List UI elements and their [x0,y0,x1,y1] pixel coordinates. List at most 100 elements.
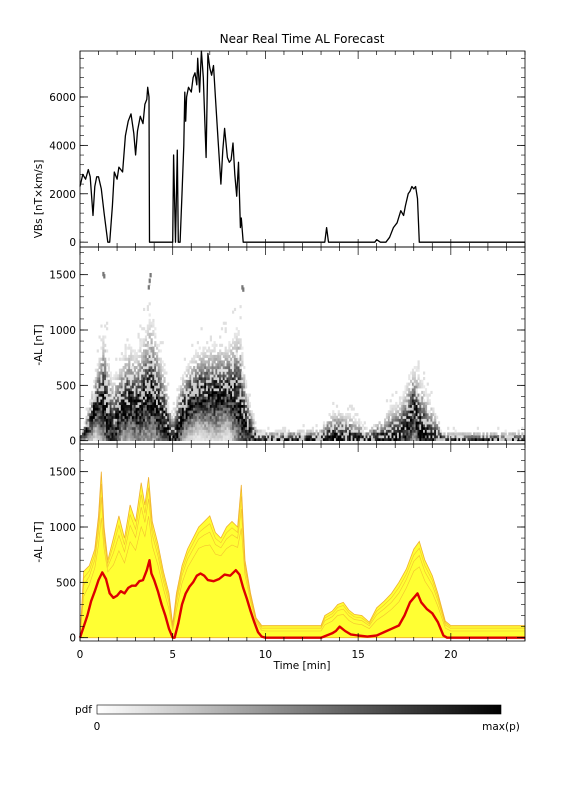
pdf-cell [196,382,199,386]
pdf-cell [202,382,205,386]
pdf-cell [198,363,201,367]
pdf-cell [150,410,153,414]
pdf-cell [243,377,246,381]
pdf-cell [361,432,364,436]
pdf-cell [404,421,407,425]
pdf-cell [226,382,229,386]
pdf-cell [328,413,331,417]
pdf-cell [135,426,138,430]
pdf-cell [423,371,426,375]
pdf-cell [128,418,131,422]
pdf-cell [98,437,101,441]
pdf-cell [410,407,413,411]
pdf-cell [222,435,225,439]
pdf-cell [141,385,144,389]
pdf-cell [215,377,218,381]
pdf-cell [109,418,112,422]
pdf-cell [113,429,116,433]
pdf-cell [141,368,144,372]
pdf-cell [200,399,203,403]
pdf-cell [347,429,350,433]
pdf-cell [230,379,233,383]
pdf-cell [144,338,148,342]
pdf-cell [284,429,287,433]
pdf-cell [185,410,188,414]
pdf-cell [504,437,507,441]
pdf-cell [206,429,209,433]
pdf-cell [144,366,148,370]
pdf-cell [98,424,101,428]
pdf-cell [233,379,237,383]
pdf-cell [439,432,442,436]
pdf-cell [232,437,235,441]
pdf-cell [334,424,337,428]
pdf-cell [246,429,250,433]
pdf-cell [113,396,116,400]
pdf-cell [141,429,144,433]
pdf-cell [176,418,179,422]
pdf-cell [154,388,157,392]
pdf-cell [213,424,216,428]
pdf-cell [102,271,105,277]
pdf-cell [382,435,385,439]
pdf-cell [385,399,389,403]
pdf-cell [143,338,146,342]
pdf-cell [207,388,211,392]
pdf-cell [424,426,428,430]
pdf-cell [421,396,424,400]
pdf-cell [89,435,92,439]
pdf-cell [347,426,350,430]
pdf-cell [410,418,413,422]
pdf-cell [106,404,109,408]
pdf-cell [180,415,183,419]
pdf-cell [104,426,107,430]
pdf-cell [237,338,240,342]
pdf-cell [347,415,350,419]
pdf-cell [237,393,240,397]
pdf-cell [458,437,461,441]
pdf-cell [106,401,109,405]
pdf-cell [326,432,329,436]
pdf-cell [102,357,105,361]
pdf-cell [380,429,383,433]
pdf-cell [204,396,207,400]
pdf-cell [100,424,103,428]
pdf-cell [124,401,127,405]
pdf-cell [415,418,418,422]
pdf-cell [389,435,392,439]
pdf-cell [235,349,238,353]
pdf-cell [499,437,502,441]
pdf-cell [209,357,212,361]
pdf-cell [476,435,479,439]
pdf-cell [137,401,140,405]
pdf-cell [148,390,151,394]
pdf-cell [191,407,194,411]
pdf-cell [169,415,172,419]
pdf-cell [450,432,453,436]
pdf-cell [246,424,250,428]
pdf-cell [137,407,140,411]
pdf-cell [185,424,188,428]
pdf-cell [206,401,209,405]
pdf-cell [417,435,420,439]
pdf-cell [102,360,105,364]
pdf-cell [143,426,146,430]
pdf-cell [193,437,196,441]
pdf-cell [185,399,188,403]
pdf-cell [120,407,123,411]
pdf-cell [478,437,481,441]
pdf-cell [232,382,235,386]
pdf-cell [143,432,146,436]
pdf-cell [185,388,188,392]
pdf-cell [126,404,129,408]
pdf-cell [163,413,166,417]
pdf-cell [411,415,415,419]
pdf-cell [154,385,157,389]
pdf-cell [345,429,348,433]
pdf-cell [224,424,227,428]
pdf-cell [109,371,112,375]
pdf-cell [111,404,114,408]
pdf-cell [232,379,235,383]
pdf-cell [424,437,428,441]
pdf-cell [156,401,159,405]
